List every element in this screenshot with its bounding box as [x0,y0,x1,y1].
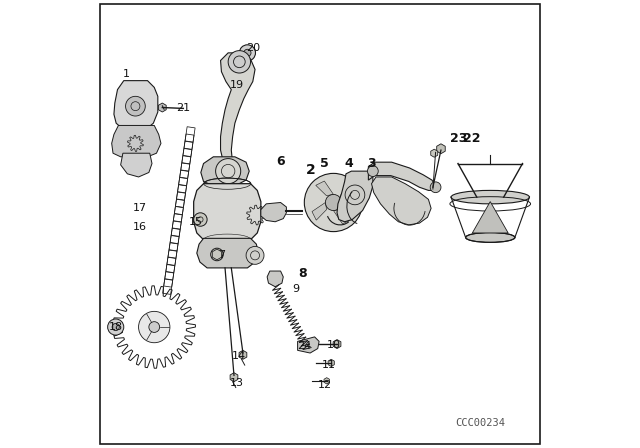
Polygon shape [333,209,351,224]
Ellipse shape [451,190,529,204]
Text: 11: 11 [322,360,336,370]
Polygon shape [159,103,166,112]
Polygon shape [221,53,255,166]
Text: 16: 16 [133,222,147,232]
Text: 24: 24 [297,341,312,351]
Text: 7: 7 [218,250,225,260]
Ellipse shape [466,233,515,242]
Polygon shape [194,184,261,240]
Text: 5: 5 [320,157,329,170]
Circle shape [194,213,207,226]
Circle shape [239,45,255,61]
Text: 17: 17 [133,203,147,213]
Circle shape [108,319,124,335]
Polygon shape [298,337,319,353]
Circle shape [325,194,342,211]
Polygon shape [197,238,258,268]
Polygon shape [337,171,373,222]
Polygon shape [261,202,287,222]
Circle shape [367,166,378,177]
Circle shape [305,173,362,232]
Polygon shape [369,162,436,190]
Polygon shape [267,271,284,287]
Text: 22: 22 [463,132,480,146]
Text: 12: 12 [317,380,332,390]
Text: 6: 6 [276,155,285,168]
Text: 3: 3 [367,157,376,170]
Polygon shape [112,125,161,157]
Text: 1: 1 [123,69,130,79]
Text: 8: 8 [299,267,307,280]
Circle shape [216,159,241,184]
Circle shape [149,322,159,332]
Text: 15: 15 [188,217,202,227]
Polygon shape [114,81,158,132]
Text: 9: 9 [292,284,299,294]
Polygon shape [431,149,438,157]
Polygon shape [316,181,333,196]
Text: 2: 2 [306,163,316,177]
Polygon shape [230,373,238,382]
Polygon shape [333,340,341,349]
Text: CCC00234: CCC00234 [456,418,506,428]
Circle shape [244,49,251,56]
Polygon shape [436,144,445,154]
Circle shape [228,76,239,87]
Polygon shape [472,202,508,233]
Text: 18: 18 [109,322,123,332]
Polygon shape [328,359,334,366]
Circle shape [139,311,170,343]
Circle shape [112,323,119,331]
Polygon shape [371,177,431,225]
Text: 4: 4 [345,157,353,170]
Text: 21: 21 [176,103,191,112]
Text: 13: 13 [230,378,244,388]
Circle shape [246,246,264,264]
Text: 10: 10 [326,340,340,350]
Circle shape [125,96,145,116]
Polygon shape [324,378,330,384]
Polygon shape [340,185,355,202]
Circle shape [228,51,251,73]
Text: 23: 23 [450,132,468,146]
Circle shape [211,248,223,261]
Polygon shape [201,157,249,186]
Polygon shape [312,202,326,220]
Text: 19: 19 [230,80,244,90]
Circle shape [430,182,441,193]
Text: 20: 20 [246,43,260,53]
Polygon shape [121,153,152,177]
Text: 14: 14 [232,351,246,361]
Polygon shape [239,350,247,359]
